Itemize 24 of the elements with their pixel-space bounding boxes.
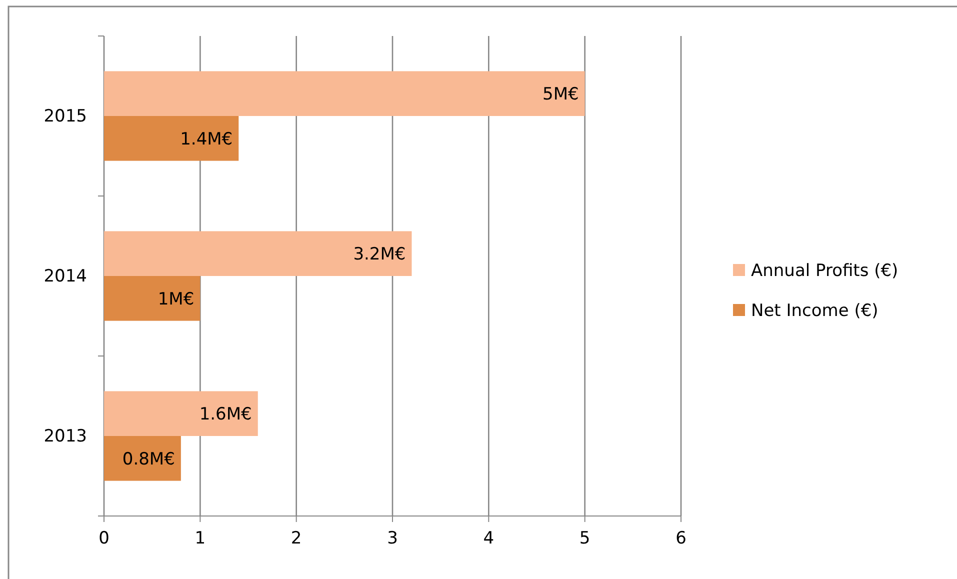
x-tick-label: 1 <box>194 528 206 549</box>
data-label: 1.4M€ <box>180 129 233 150</box>
data-label: 1M€ <box>158 289 194 310</box>
y-tick-label: 2014 <box>44 266 87 286</box>
x-tick-label: 4 <box>483 528 494 549</box>
data-label: 1.6M€ <box>199 404 252 425</box>
bar <box>104 391 258 436</box>
data-label: 3.2M€ <box>353 244 406 265</box>
legend-label: Net Income (€) <box>751 300 878 321</box>
bar <box>104 231 412 276</box>
x-tick-label: 5 <box>579 528 590 549</box>
bar <box>104 71 585 116</box>
x-tick-label: 6 <box>676 528 686 549</box>
x-tick-label: 2 <box>290 528 302 549</box>
x-tick-label: 3 <box>387 528 398 549</box>
bar <box>104 116 239 161</box>
y-tick-label: 2015 <box>44 106 87 126</box>
data-label: 5M€ <box>542 84 579 105</box>
data-label: 0.8M€ <box>122 449 175 470</box>
bar <box>104 436 181 481</box>
x-tick-label: 0 <box>98 528 110 549</box>
y-tick-label: 2013 <box>44 426 87 446</box>
legend-label: Annual Profits (€) <box>751 260 898 281</box>
bar <box>104 276 200 321</box>
